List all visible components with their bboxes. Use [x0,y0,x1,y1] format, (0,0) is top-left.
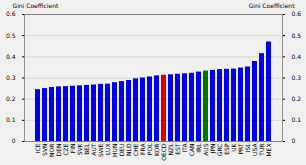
svg-text:GRC: GRC [216,144,223,157]
svg-text:IRL: IRL [195,143,202,153]
svg-text:SVN: SVN [41,144,48,156]
svg-text:0.6: 0.6 [292,10,302,17]
svg-text:0.3: 0.3 [292,74,302,81]
svg-text:ESP: ESP [223,143,230,155]
svg-text:POL: POL [146,143,153,155]
svg-text:0.4: 0.4 [6,53,16,60]
svg-text:SWE: SWE [97,143,104,157]
svg-text:PRT: PRT [237,143,244,154]
svg-text:NZL: NZL [167,143,174,156]
svg-text:0.4: 0.4 [292,53,302,60]
svg-text:ITA: ITA [181,143,188,153]
svg-text:Gini Coefficient: Gini Coefficient [13,2,60,9]
svg-text:0.5: 0.5 [6,32,16,39]
svg-text:OECD: OECD [160,143,167,161]
svg-text:DEN: DEN [55,144,62,157]
svg-text:0.5: 0.5 [292,32,302,39]
svg-text:0.2: 0.2 [292,95,302,102]
svg-text:Gini Coefficient: Gini Coefficient [249,2,296,9]
svg-text:0.3: 0.3 [6,74,16,81]
svg-text:0: 0 [12,137,16,144]
svg-text:AUS: AUS [202,143,209,155]
svg-text:CZE: CZE [62,143,69,155]
svg-text:LUX: LUX [104,144,111,156]
svg-text:AUT: AUT [90,143,97,155]
svg-text:NOR: NOR [48,144,55,157]
svg-text:ISL: ISL [244,143,251,153]
svg-text:CHE: CHE [132,143,139,156]
svg-text:0: 0 [292,137,296,144]
svg-text:0.1: 0.1 [292,116,302,123]
svg-text:MEX: MEX [265,144,272,157]
svg-text:0.6: 0.6 [6,10,16,17]
svg-text:CAN: CAN [188,144,195,157]
svg-text:USA: USA [251,143,258,156]
svg-text:SVK: SVK [76,142,83,155]
svg-text:UK: UK [230,142,237,151]
svg-text:EST: EST [174,143,181,155]
svg-text:JPN: JPN [208,143,216,154]
svg-text:KOR: KOR [153,144,160,157]
svg-text:HUN: HUN [111,144,118,157]
svg-text:FRA: FRA [139,143,146,155]
svg-text:ICE: ICE [34,143,41,153]
svg-text:TUR: TUR [258,144,265,157]
svg-text:DEU: DEU [118,144,125,157]
svg-text:0.1: 0.1 [6,116,16,123]
svg-text:0.2: 0.2 [6,95,16,102]
svg-text:BEL: BEL [83,143,90,155]
svg-text:FIN: FIN [69,144,76,154]
svg-text:NLD: NLD [125,143,132,156]
